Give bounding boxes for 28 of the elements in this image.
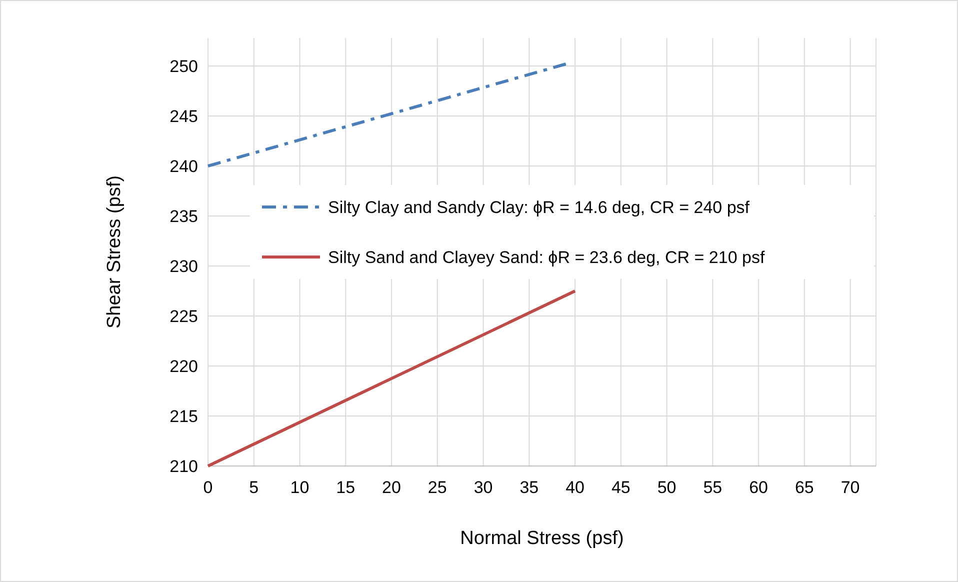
x-tick-label: 15: [336, 478, 356, 497]
x-tick-label: 45: [611, 478, 630, 497]
x-tick-label: 10: [290, 478, 310, 497]
y-tick-label: 240: [170, 156, 198, 176]
x-tick-label: 60: [749, 478, 768, 497]
x-tick-label: 0: [203, 478, 213, 497]
x-tick-label: 65: [794, 478, 814, 497]
legend-label: Silty Clay and Sandy Clay: ϕR = 14.6 deg, CR = 240 psf: [328, 198, 750, 217]
x-tick-label: 20: [382, 478, 401, 497]
y-tick-label: 210: [170, 456, 198, 476]
y-tick-label: 245: [170, 106, 198, 126]
x-tick-label: 40: [566, 478, 584, 497]
x-tick-label: 30: [474, 478, 493, 497]
y-axis-title: Shear Stress (psf): [104, 175, 125, 329]
x-tick-label: 5: [249, 478, 259, 497]
x-axis-title: Normal Stress (psf): [460, 528, 624, 549]
x-tick-label: 25: [428, 478, 447, 497]
x-tick-label: 55: [703, 478, 722, 497]
y-tick-label: 215: [170, 406, 198, 426]
legend-label: Silty Sand and Clayey Sand: ϕR = 23.6 deg, CR = 210 psf: [328, 248, 765, 267]
x-tick-label: 50: [657, 478, 676, 497]
y-tick-label: 225: [170, 306, 198, 326]
x-tick-label: 70: [840, 478, 860, 497]
y-tick-label: 250: [170, 56, 198, 76]
y-tick-label: 220: [170, 356, 198, 376]
x-tick-label: 35: [520, 478, 539, 497]
y-tick-label: 235: [170, 206, 198, 226]
y-tick-label: 230: [170, 256, 198, 276]
